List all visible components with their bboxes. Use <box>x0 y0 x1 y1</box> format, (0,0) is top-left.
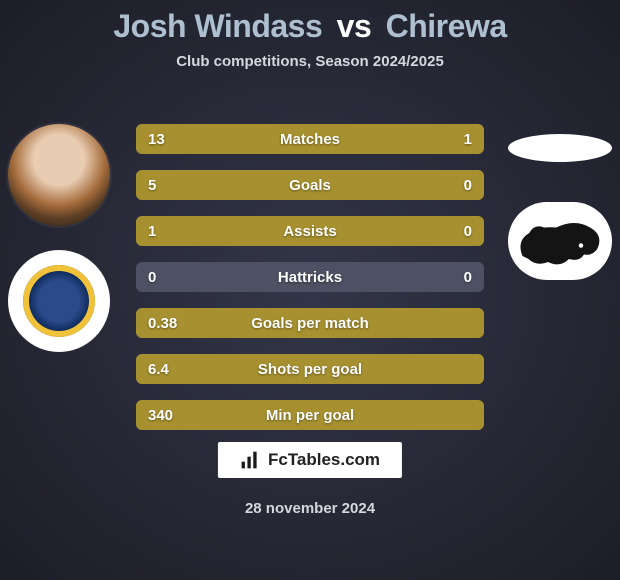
bar-label: Goals per match <box>136 308 484 338</box>
bar-label: Hattricks <box>136 262 484 292</box>
page-title: Josh Windass vs Chirewa <box>0 0 620 45</box>
date: 28 november 2024 <box>0 500 620 517</box>
bar-row: 131Matches <box>136 124 484 154</box>
branding-badge: FcTables.com <box>218 442 402 478</box>
bar-row: 10Assists <box>136 216 484 246</box>
title-player1: Josh Windass <box>113 8 322 44</box>
player2-club-badge <box>508 202 612 280</box>
bar-row: 0.38Goals per match <box>136 308 484 338</box>
title-vs: vs <box>337 8 372 44</box>
bar-label: Min per goal <box>136 400 484 430</box>
bar-row: 340Min per goal <box>136 400 484 430</box>
bar-row: 6.4Shots per goal <box>136 354 484 384</box>
bar-label: Assists <box>136 216 484 246</box>
right-avatars <box>508 124 612 304</box>
left-avatars <box>8 124 110 376</box>
bar-row: 00Hattricks <box>136 262 484 292</box>
player1-club-badge <box>8 250 110 352</box>
player1-photo <box>8 124 110 226</box>
subtitle: Club competitions, Season 2024/2025 <box>0 53 620 70</box>
title-player2: Chirewa <box>386 8 507 44</box>
bar-label: Matches <box>136 124 484 154</box>
ram-icon <box>515 209 605 273</box>
chart-icon <box>240 450 260 470</box>
bar-label: Goals <box>136 170 484 200</box>
branding-text: FcTables.com <box>268 450 380 470</box>
bar-row: 50Goals <box>136 170 484 200</box>
bar-label: Shots per goal <box>136 354 484 384</box>
player2-photo-placeholder <box>508 134 612 162</box>
compare-bars: 131Matches 50Goals 10Assists 00Hattricks 0.3… <box>136 124 484 446</box>
